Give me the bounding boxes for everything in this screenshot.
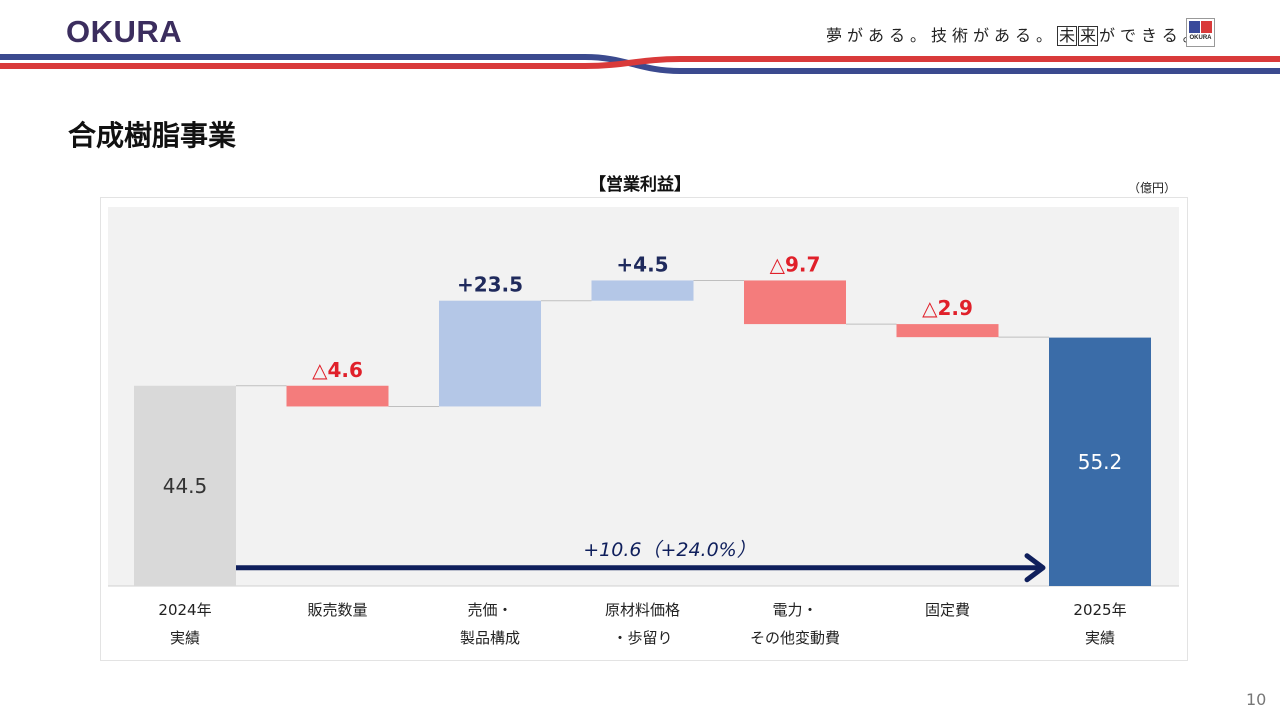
bar-4	[744, 280, 846, 325]
category-label-line1: 原材料価格	[604, 601, 680, 619]
value-label-2: +23.5	[457, 273, 523, 297]
tagline-box-mi: 未	[1057, 26, 1078, 46]
category-label-line2: 製品構成	[459, 629, 520, 647]
chart-panel: 44.5 △4.6 +23.5 +4.5 △9.7 △2.9 55.2 +10.6（+24.0…	[100, 197, 1188, 661]
value-label-3: +4.5	[616, 252, 668, 276]
category-label-3: 原材料価格 ・歩留り	[568, 596, 718, 652]
tagline-text-a: 夢がある。技術がある。	[826, 26, 1058, 45]
value-label-6: 55.2	[1078, 450, 1123, 474]
unit-label: （億円）	[1128, 181, 1177, 195]
change-arrow-head	[1024, 553, 1046, 583]
category-label-2: 売価・ 製品構成	[415, 596, 565, 652]
badge-red-square	[1201, 21, 1212, 33]
badge-text: OKURA	[1189, 35, 1212, 41]
category-label-line2: 実績	[169, 629, 200, 647]
change-annotation: +10.6（+24.0%）	[583, 539, 756, 561]
tagline-box-rai: 来	[1078, 26, 1099, 46]
category-label-6: 2025年実績	[1025, 596, 1175, 652]
value-label-0: 44.5	[163, 474, 208, 498]
category-label-line1: 電力・	[772, 601, 818, 619]
bar-5	[896, 324, 999, 338]
category-label-line2: ・歩留り	[612, 629, 673, 647]
value-label-4: △9.7	[770, 252, 821, 276]
category-label-line1: 売価・	[467, 601, 513, 619]
page-number: 10	[1246, 690, 1267, 709]
category-label-line1: 2025年	[1073, 601, 1127, 619]
bar-3	[591, 280, 694, 301]
category-label-0: 2024年実績	[110, 596, 260, 652]
category-label-line2: 実績	[1084, 629, 1115, 647]
chart-title: 【営業利益】	[589, 175, 691, 195]
red-stripe	[0, 56, 1280, 69]
category-label-line1: 固定費	[924, 601, 970, 619]
okura-logo: OKURA	[66, 14, 183, 49]
header-stripes	[0, 54, 1280, 74]
value-label-1: △4.6	[312, 358, 363, 382]
bar-6	[1049, 337, 1151, 586]
tagline-text-b: ができる。	[1099, 26, 1204, 45]
value-label-5: △2.9	[922, 296, 973, 320]
badge-navy-square	[1189, 21, 1200, 33]
category-label-1: 販売数量	[263, 596, 413, 624]
category-label-4: 電力・ その他変動費	[720, 596, 870, 652]
category-label-5: 固定費	[873, 596, 1023, 624]
waterfall-chart: 44.5 △4.6 +23.5 +4.5 △9.7 △2.9 55.2 +10.6（+24.0…	[108, 207, 1179, 587]
tagline: 夢がある。技術がある。未来ができる。	[826, 22, 1204, 46]
category-label-line1: 販売数量	[307, 601, 368, 619]
category-label-line1: 2024年	[158, 601, 212, 619]
bar-2	[439, 300, 541, 407]
category-label-line2: その他変動費	[749, 629, 840, 647]
bar-1	[286, 385, 389, 407]
page-title: 合成樹脂事業	[68, 119, 237, 152]
bar-0	[134, 385, 236, 586]
okura-badge-logo: OKURA	[1186, 18, 1215, 47]
